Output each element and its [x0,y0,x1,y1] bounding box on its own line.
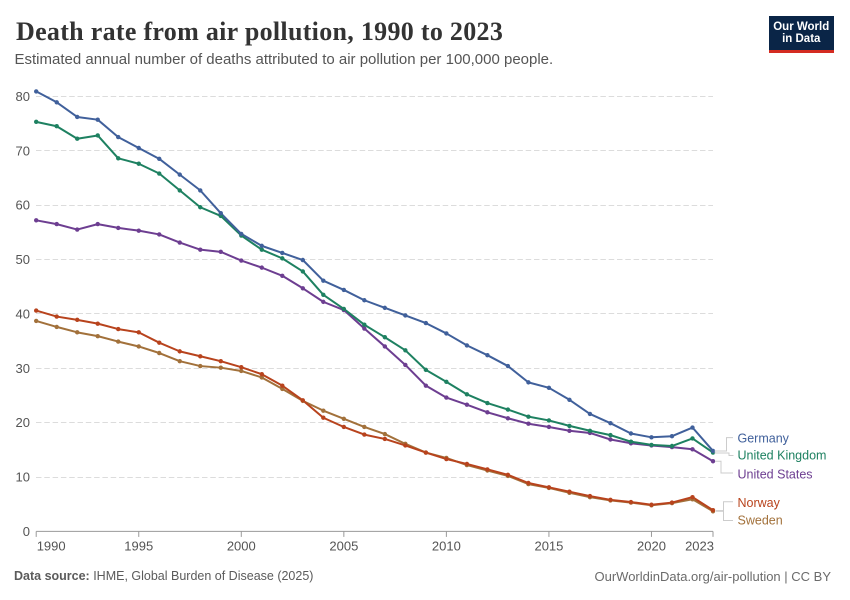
svg-text:40: 40 [16,306,30,321]
svg-text:2015: 2015 [534,539,563,554]
svg-text:2000: 2000 [227,539,256,554]
svg-text:Sweden: Sweden [738,514,783,528]
svg-text:United States: United States [738,467,813,481]
svg-text:1990: 1990 [37,539,66,554]
svg-text:Norway: Norway [738,496,781,510]
svg-text:50: 50 [16,252,30,267]
svg-text:20: 20 [16,415,30,430]
svg-text:10: 10 [16,470,30,485]
svg-text:60: 60 [16,198,30,213]
svg-text:1995: 1995 [124,539,153,554]
svg-text:30: 30 [16,361,30,376]
svg-text:2023: 2023 [685,539,714,554]
svg-text:80: 80 [16,89,30,104]
svg-text:2005: 2005 [329,539,358,554]
svg-text:70: 70 [16,143,30,158]
svg-text:2010: 2010 [432,539,461,554]
svg-text:Germany: Germany [738,432,790,446]
svg-text:United Kingdom: United Kingdom [738,449,827,463]
svg-text:2020: 2020 [637,539,666,554]
svg-text:0: 0 [23,524,30,539]
